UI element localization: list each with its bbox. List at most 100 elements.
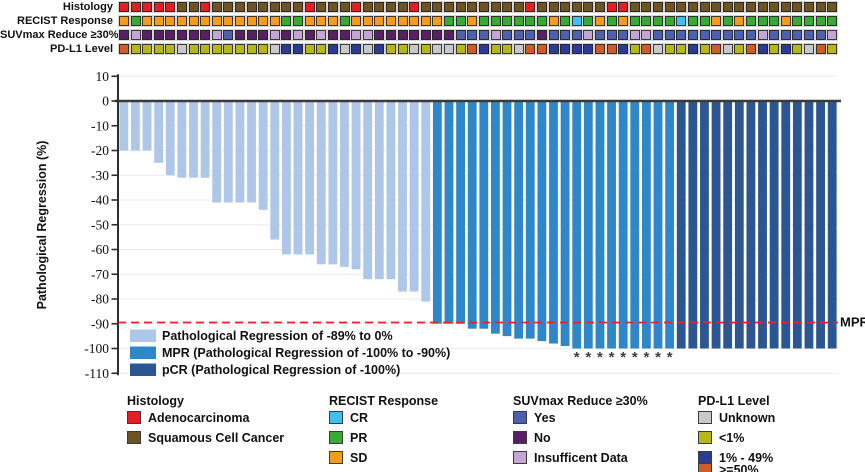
track-cell-recist [757, 16, 768, 26]
bar [340, 101, 349, 267]
track-cell-suvmax [467, 30, 478, 40]
track-cell-suvmax [548, 30, 559, 40]
track-cell-pdl1 [653, 44, 664, 54]
track-cell-suvmax [827, 30, 838, 40]
bar [583, 101, 593, 349]
bar [525, 101, 535, 339]
track-cell-pdl1 [223, 44, 234, 54]
significance-asterisk: * [667, 349, 673, 366]
track-cell-suvmax [745, 30, 756, 40]
bar [316, 101, 326, 265]
bar [491, 101, 500, 334]
track-cell-histology [235, 2, 246, 12]
track-cell-recist [606, 16, 617, 26]
track-cell-suvmax [606, 30, 617, 40]
track-cell-pdl1 [397, 44, 408, 54]
track-cell-recist [595, 16, 606, 26]
track-cell-recist [664, 16, 675, 26]
bar [142, 101, 152, 151]
track-cell-pdl1 [618, 44, 629, 54]
track-cell-histology [815, 2, 826, 12]
track-cell-recist [455, 16, 466, 26]
track-cell-recist [327, 16, 338, 26]
track-cell-histology [571, 2, 582, 12]
track-cell-suvmax [722, 30, 733, 40]
bar [572, 101, 582, 349]
track-cell-histology [664, 2, 675, 12]
track-cell-suvmax [525, 30, 536, 40]
track-cell-recist [478, 16, 489, 26]
legend-group-title: RECIST Response [329, 394, 439, 408]
track-cell-pdl1 [362, 44, 373, 54]
track-label-suvmax: SUVmax Reduce ≥30% [0, 29, 119, 41]
bar [537, 101, 547, 342]
bar [177, 101, 187, 178]
track-cell-recist [432, 16, 443, 26]
track-cell-pdl1 [571, 44, 582, 54]
track-cell-pdl1 [734, 44, 745, 54]
track-cell-suvmax [815, 30, 826, 40]
legend-item-label: PR [350, 431, 368, 445]
bar [804, 101, 814, 349]
track-cell-recist [560, 16, 571, 26]
track-cell-recist [281, 16, 292, 26]
track-cell-pdl1 [804, 44, 815, 54]
track-cell-histology [165, 2, 176, 12]
track-cell-histology [595, 2, 606, 12]
track-cell-histology [722, 2, 733, 12]
track-cell-recist [629, 16, 640, 26]
track-cell-histology [757, 2, 768, 12]
bar [432, 101, 442, 324]
track-cell-pdl1 [629, 44, 640, 54]
track-cell-histology [258, 2, 269, 12]
track-cell-histology [467, 2, 478, 12]
bar [119, 101, 129, 151]
y-axis-title: Pathological Regression (%) [35, 141, 49, 310]
legend-item-label: >=50% [719, 463, 759, 472]
bar [502, 101, 512, 337]
significance-asterisk: * [655, 349, 661, 366]
track-cell-suvmax [734, 30, 745, 40]
track-cell-histology [432, 2, 443, 12]
track-cell-recist [188, 16, 199, 26]
y-tick-label: -60 [91, 242, 109, 257]
track-cell-recist [548, 16, 559, 26]
track-cell-histology [211, 2, 222, 12]
plot-legend-label: Pathological Regression of -89% to 0% [162, 329, 393, 343]
y-tick-label: -110 [85, 366, 109, 381]
track-cell-suvmax [769, 30, 780, 40]
track-cell-pdl1 [420, 44, 431, 54]
track-cell-histology [304, 2, 315, 12]
track-cell-suvmax [176, 30, 187, 40]
track-cell-suvmax [153, 30, 164, 40]
track-cell-recist [420, 16, 431, 26]
track-cell-suvmax [374, 30, 385, 40]
track-cell-suvmax [444, 30, 455, 40]
track-cell-histology [653, 2, 664, 12]
track-cell-suvmax [804, 30, 815, 40]
track-cell-recist [235, 16, 246, 26]
track-cell-pdl1 [409, 44, 420, 54]
track-cell-pdl1 [827, 44, 838, 54]
track-cell-histology [188, 2, 199, 12]
track-cell-histology [513, 2, 524, 12]
y-tick-label: -10 [91, 118, 109, 133]
bar [409, 101, 419, 292]
plot-legend-label: pCR (Pathological Regression of -100%) [162, 363, 400, 377]
bar [641, 101, 651, 349]
bar [665, 101, 675, 349]
track-cell-pdl1 [327, 44, 338, 54]
legend-swatch [513, 410, 527, 424]
bar [769, 101, 779, 349]
track-cell-histology [351, 2, 362, 12]
legend-item-label: CR [350, 411, 369, 425]
track-cell-recist [525, 16, 536, 26]
track-cell-pdl1 [595, 44, 606, 54]
track-cell-recist [304, 16, 315, 26]
plot-legend-swatch [130, 346, 156, 359]
track-cell-suvmax [258, 30, 269, 40]
bar [444, 101, 454, 324]
track-cell-suvmax [304, 30, 315, 40]
track-cell-recist [711, 16, 722, 26]
bar [700, 101, 709, 349]
